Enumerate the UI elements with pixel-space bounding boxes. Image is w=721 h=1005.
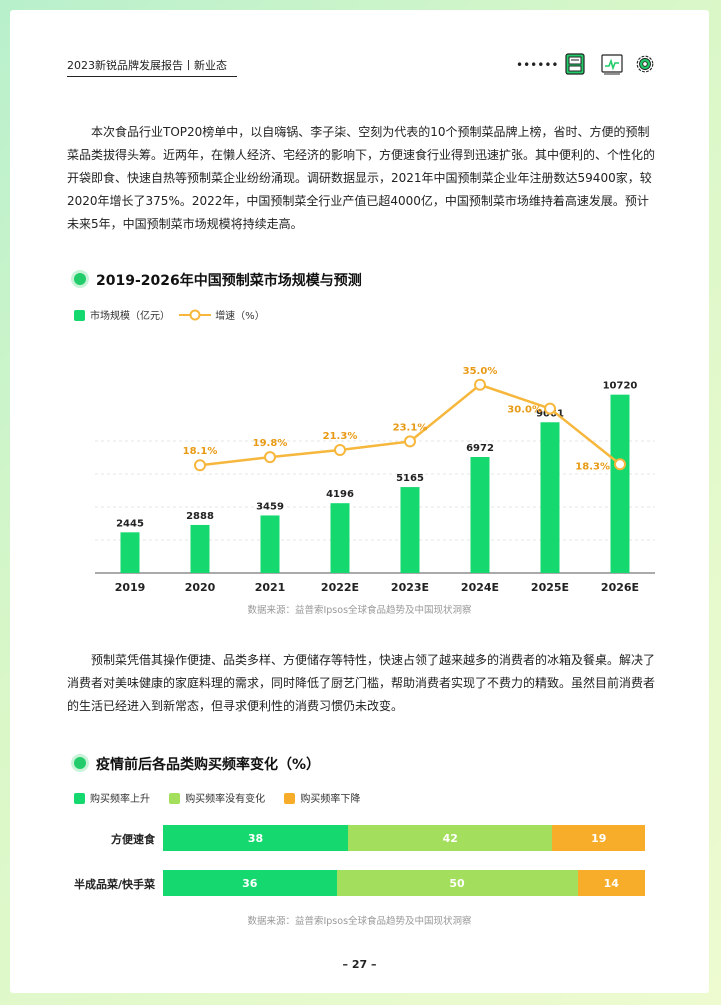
bar [400,487,420,573]
stacked-bar: 38 42 19 [163,825,645,851]
gear-icon [636,55,654,73]
legend-line-label: 增速（%） [215,311,265,322]
chart-icon [601,54,623,75]
bar-segment: 14 [577,870,645,896]
growth-point [474,378,486,391]
growth-value-label: 18.3% [575,461,610,472]
bar-value-label: 5165 [396,473,424,484]
header-underline [67,76,237,77]
bar-segment: 50 [336,870,578,896]
growth-point [614,458,626,471]
bar [470,457,490,573]
growth-value-label: 21.3% [323,431,358,442]
bar [330,503,350,573]
legend-up-swatch [74,793,85,804]
report-header-title: 2023新锐品牌发展报告丨新业态 [67,59,227,72]
bar-value-label: 3459 [256,501,284,512]
x-tick-label: 2024E [461,581,499,594]
legend-line-swatch [179,309,212,321]
growth-point [194,459,206,472]
second-paragraph: 预制菜凭借其操作便捷、品类多样、方便储存等特性，快速占领了越来越多的消费者的冰箱… [67,653,656,713]
growth-value-label: 18.1% [183,446,218,457]
growth-point [404,435,416,448]
section-bullet-icon [74,273,86,285]
inbox-icon [565,53,585,75]
bar [540,422,560,573]
growth-value-label: 23.1% [393,422,428,433]
legend-bar-label: 市场规模（亿元） [90,311,170,322]
chart2-legend: 购买频率上升 购买频率没有变化 购买频率下降 [74,790,360,805]
page-number: – 27 – [342,958,377,971]
bar-segment: 42 [348,825,553,851]
market-size-chart: 2445 2019 2888 2020 3459 2021 4196 2022E 5165 202… [95,366,655,594]
chart1-source: 数据来源：益普索Ipsos全球食品趋势及中国现状洞察 [247,605,472,616]
growth-point [544,402,556,415]
bar [190,524,210,573]
x-tick-label: 2020 [185,581,216,594]
x-tick-label: 2023E [391,581,429,594]
category-label: 半成品菜/快手菜 [73,878,155,891]
category-label: 方便速食 [111,833,155,846]
bar-value-label: 6972 [466,443,494,454]
x-tick-label: 2022E [321,581,359,594]
bar [260,515,280,573]
bar-value-label: 2445 [116,518,144,529]
x-tick-label: 2025E [531,581,569,594]
legend-same-label: 购买频率没有变化 [185,794,266,805]
bar [120,532,140,573]
growth-point [334,444,346,456]
x-tick-label: 2021 [255,581,286,594]
intro-paragraph: 本次食品行业TOP20榜单中，以自嗨锅、李子柒、空刻为代表的10个预制菜品牌上榜… [67,125,656,231]
bar [610,394,630,573]
legend-up-label: 购买频率上升 [90,794,150,805]
legend-bar-swatch [74,310,85,321]
bar-value-label: 10720 [603,381,638,392]
bar-value-label: 4196 [326,489,354,500]
bar-segment: 36 [163,870,337,896]
growth-value-label: 35.0% [463,366,498,377]
legend-same-swatch [169,793,181,804]
chart2-source: 数据来源：益普索Ipsos全球食品趋势及中国现状洞察 [247,916,472,927]
x-tick-label: 2026E [601,581,639,594]
stacked-bar: 36 50 14 [163,870,645,896]
chart1-title: 2019-2026年中国预制菜市场规模与预测 [96,273,362,289]
legend-down-swatch [284,793,296,804]
growth-value-label: 19.8% [253,438,288,449]
section-bullet-icon [74,757,86,769]
bar-segment: 38 [163,825,348,851]
bar-segment: 19 [552,825,645,851]
dots-icon: •••••• [516,58,559,72]
chart2-title: 疫情前后各品类购买频率变化（%） [96,757,321,773]
x-tick-label: 2019 [115,581,146,594]
legend-down-label: 购买频率下降 [300,794,361,805]
chart1-legend: 市场规模（亿元） 增速（%） [74,307,265,322]
report-page: 2023新锐品牌发展报告丨新业态 •••••• 本次食品行业TOP20榜单中，以… [10,10,709,993]
growth-point [264,451,276,464]
bar-value-label: 2888 [186,511,214,522]
growth-value-label: 30.0% [507,405,542,416]
